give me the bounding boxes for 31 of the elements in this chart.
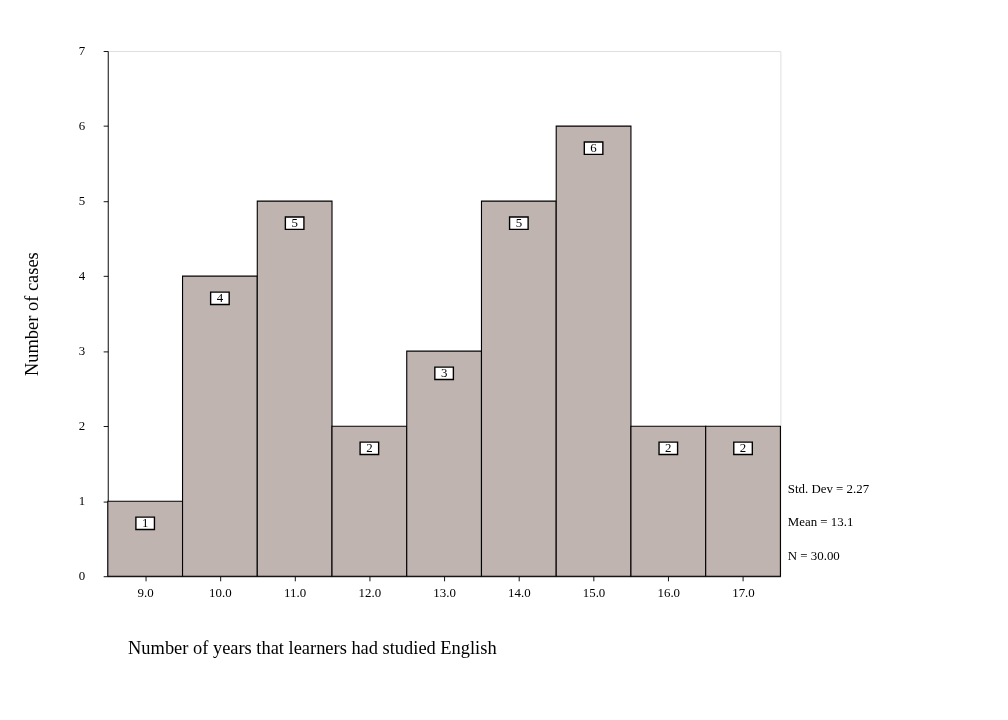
- x-tick-label: 17.0: [732, 585, 755, 600]
- text: Std. Dev = 2.27: [787, 482, 870, 497]
- y-tick-label: 7: [78, 44, 86, 59]
- data-label: 3: [440, 365, 448, 380]
- text: Mean = 13.1: [787, 515, 854, 530]
- y-tick-label: 2: [78, 419, 86, 434]
- data-label: 4: [216, 290, 224, 305]
- y-tick-label: 0: [78, 569, 86, 584]
- data-label: 1: [141, 516, 149, 531]
- x-axis-title: Number of years that learners had studied English: [128, 637, 497, 658]
- y-axis-title: Number of cases: [22, 252, 43, 376]
- data-label: 5: [291, 215, 298, 230]
- y-tick-label: 3: [78, 344, 86, 359]
- x-tick-label: 10.0: [209, 585, 232, 600]
- x-tick-label: 14.0: [508, 585, 531, 600]
- y-tick-label: 1: [78, 494, 86, 509]
- x-tick-label: 12.0: [358, 585, 382, 600]
- y-tick-label: 5: [78, 194, 86, 209]
- x-tick-label: 16.0: [657, 585, 681, 600]
- data-label: 2: [665, 441, 672, 455]
- data-label: 2: [739, 441, 747, 455]
- data-label: 6: [590, 140, 598, 155]
- text: N = 30.00: [787, 548, 840, 563]
- x-tick-label: 11.0: [284, 585, 307, 600]
- x-tick-label: 15.0: [582, 585, 606, 600]
- y-tick-label: 6: [78, 119, 86, 134]
- y-tick-label: 4: [78, 269, 86, 284]
- data-label: 2: [366, 441, 373, 455]
- x-tick-label: 13.0: [433, 585, 456, 600]
- x-tick-label: 9.0: [137, 585, 154, 600]
- data-label: 5: [515, 215, 523, 230]
